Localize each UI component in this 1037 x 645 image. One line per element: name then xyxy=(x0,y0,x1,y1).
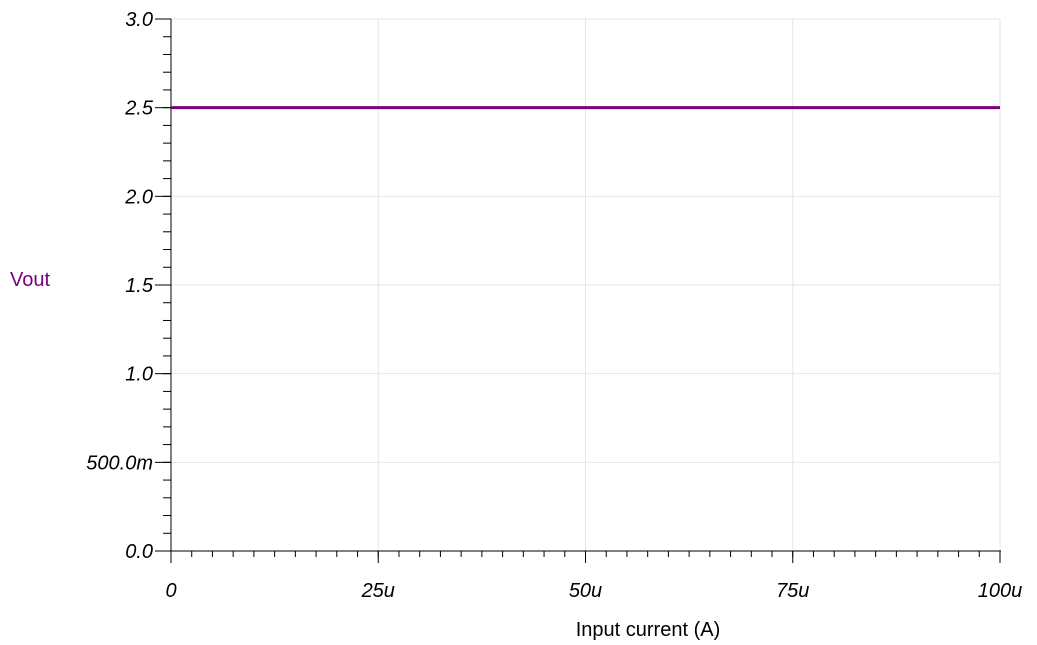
y-tick-label: 500.0m xyxy=(86,452,153,474)
x-tick-label: 25u xyxy=(361,580,395,602)
minor-ticks xyxy=(163,19,1000,557)
x-tick-label: 50u xyxy=(569,580,602,602)
y-tick-label: 2.5 xyxy=(124,98,154,120)
y-tick-label: 1.5 xyxy=(125,275,154,297)
y-tick-label: 0.0 xyxy=(125,541,153,563)
x-tick-label: 100u xyxy=(978,580,1023,602)
y-tick-label: 1.0 xyxy=(125,364,153,386)
x-tick-label: 0 xyxy=(165,580,176,602)
x-tick-labels: 0 25u 50u 75u 100u xyxy=(165,580,1022,602)
grid-lines xyxy=(171,19,1000,551)
y-tick-label: 2.0 xyxy=(124,186,153,208)
series-label-vout: Vout xyxy=(10,269,50,291)
y-tick-labels: 0.0 500.0m 1.0 1.5 2.0 2.5 3.0 xyxy=(86,9,154,563)
x-axis-title: Input current (A) xyxy=(576,619,721,641)
x-tick-label: 75u xyxy=(776,580,809,602)
major-ticks xyxy=(155,19,1000,563)
y-tick-label: 3.0 xyxy=(125,9,153,31)
